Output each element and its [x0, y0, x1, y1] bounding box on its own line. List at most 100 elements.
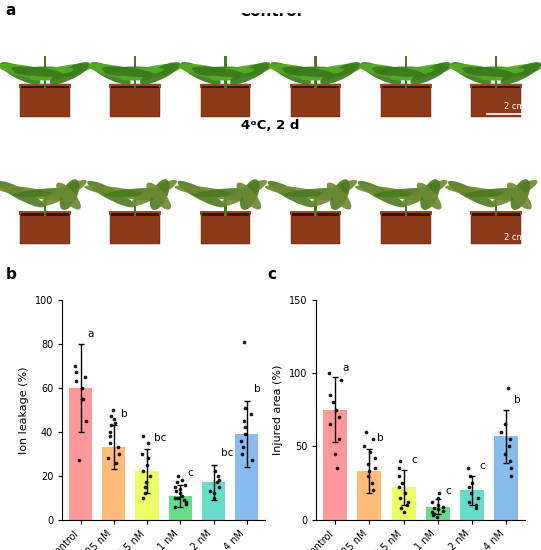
Point [237, 449, 246, 458]
Point [180, 496, 188, 504]
Bar [314, 191, 316, 216]
Point [175, 489, 184, 498]
Bar [200, 84, 251, 87]
Point [237, 436, 246, 445]
Text: a: a [343, 363, 349, 373]
Ellipse shape [451, 62, 491, 85]
Point [394, 483, 403, 492]
Ellipse shape [462, 67, 514, 77]
Point [395, 456, 404, 465]
Ellipse shape [445, 185, 517, 200]
Text: 4ᵒC, 2 d: 4ᵒC, 2 d [241, 119, 300, 132]
Ellipse shape [14, 67, 77, 76]
Ellipse shape [178, 64, 241, 81]
Ellipse shape [230, 62, 270, 85]
Point [241, 403, 249, 412]
Bar [44, 191, 46, 216]
Ellipse shape [192, 67, 243, 77]
Text: 1 nM: 1 nM [303, 14, 328, 23]
Point [434, 500, 443, 509]
Bar [202, 213, 249, 216]
Point [397, 504, 405, 513]
Bar [495, 191, 497, 216]
Bar [19, 84, 71, 87]
Point [71, 361, 80, 370]
Ellipse shape [372, 67, 424, 77]
Point [507, 471, 516, 480]
Point [465, 498, 473, 507]
Bar [405, 191, 407, 216]
FancyBboxPatch shape [20, 85, 70, 117]
Point [427, 508, 436, 517]
Point [246, 410, 255, 419]
Bar [21, 213, 69, 216]
Ellipse shape [39, 180, 87, 206]
Text: 0.5 nM: 0.5 nM [208, 133, 242, 142]
Ellipse shape [386, 67, 434, 76]
Point [506, 456, 514, 465]
Ellipse shape [56, 183, 81, 210]
Bar [470, 84, 522, 87]
Ellipse shape [511, 179, 530, 210]
Ellipse shape [87, 181, 135, 207]
Point [111, 419, 120, 427]
Bar [392, 487, 415, 520]
Ellipse shape [320, 62, 361, 85]
Point [365, 467, 374, 476]
Text: bc: bc [221, 448, 233, 458]
Point [214, 476, 223, 485]
Ellipse shape [116, 67, 164, 76]
Bar [134, 191, 136, 216]
Bar [290, 211, 341, 215]
Bar [235, 434, 259, 520]
Ellipse shape [102, 67, 154, 77]
Point [137, 449, 146, 458]
Point [144, 438, 153, 447]
Y-axis label: Ion leakage (%): Ion leakage (%) [19, 366, 29, 454]
Bar [380, 211, 432, 215]
Bar [382, 86, 430, 89]
Point [464, 464, 472, 473]
Text: 2 cm: 2 cm [504, 233, 525, 242]
Ellipse shape [177, 181, 225, 207]
Point [333, 464, 342, 473]
Point [138, 493, 147, 502]
Point [75, 456, 83, 465]
Point [507, 464, 516, 473]
Ellipse shape [30, 64, 93, 81]
Ellipse shape [500, 62, 541, 85]
Point [365, 448, 374, 456]
Point [428, 498, 437, 507]
Bar [494, 436, 518, 520]
Point [106, 438, 115, 447]
Bar [324, 410, 347, 520]
Text: 4 nM COR: 4 nM COR [471, 14, 520, 23]
Bar [358, 471, 381, 520]
Point [240, 416, 248, 425]
Bar [426, 507, 450, 520]
Text: bc: bc [154, 433, 167, 443]
Point [181, 500, 190, 509]
Ellipse shape [147, 183, 171, 210]
Bar [111, 213, 159, 216]
Text: Control: Control [27, 133, 64, 142]
Ellipse shape [0, 185, 65, 200]
Text: 2 cm: 2 cm [504, 102, 525, 111]
FancyBboxPatch shape [471, 212, 520, 244]
Bar [0, 121, 541, 131]
Point [82, 416, 90, 425]
Bar [135, 471, 159, 520]
Ellipse shape [400, 180, 447, 206]
Ellipse shape [448, 181, 495, 207]
Point [434, 493, 443, 502]
Point [109, 405, 117, 414]
Point [248, 456, 256, 465]
Point [439, 502, 447, 511]
FancyBboxPatch shape [201, 212, 250, 244]
Ellipse shape [490, 180, 538, 206]
Text: c: c [445, 486, 451, 496]
Point [325, 390, 334, 399]
Bar [470, 211, 522, 215]
Text: b: b [377, 433, 384, 443]
Ellipse shape [464, 67, 527, 76]
